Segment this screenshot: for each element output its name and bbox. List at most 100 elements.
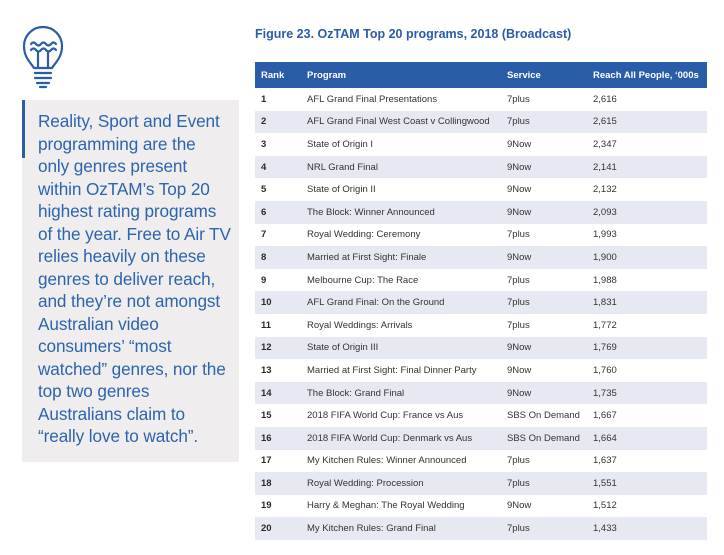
lightbulb-icon (20, 24, 66, 90)
table-row: 1 AFL Grand Final Presentations 7plus 2,616 (255, 88, 707, 111)
reach-cell: 1,664 (593, 426, 707, 450)
reach-cell: 2,615 (593, 110, 707, 134)
service-cell: 9Now (507, 381, 593, 405)
service-cell: SBS On Demand (507, 426, 593, 450)
table-row: 18 Royal Wedding: Procession 7plus 1,551 (255, 472, 707, 495)
program-cell: State of Origin I (307, 138, 374, 150)
reach-cell: 2,132 (593, 184, 617, 196)
program-cell: The Block: Winner Announced (307, 200, 507, 224)
callout-text: Reality, Sport and Event programming are… (38, 111, 231, 446)
rank-cell: 2 (255, 110, 307, 134)
service-cell: 7plus (507, 291, 593, 314)
header-service: Service (507, 62, 593, 88)
rank-cell: 14 (255, 381, 307, 405)
reach-cell: 1,993 (593, 229, 617, 241)
rank-cell: 12 (255, 336, 307, 360)
reach-cell: 2,616 (593, 93, 617, 105)
table-row: 2 AFL Grand Final West Coast v Collingwoo… (255, 110, 707, 134)
rank-cell: 7 (261, 229, 267, 241)
program-cell: Royal Weddings: Arrivals (307, 319, 413, 331)
reach-cell: 1,512 (593, 500, 617, 512)
table-row: 11 Royal Weddings: Arrivals 7plus 1,772 (255, 314, 707, 337)
service-cell: 7plus (507, 110, 593, 134)
table-row: 14 The Block: Grand Final 9Now 1,735 (255, 381, 707, 405)
program-cell: Royal Wedding: Ceremony (307, 229, 421, 241)
table-row: 9 Melbourne Cup: The Race 7plus 1,988 (255, 269, 707, 292)
reach-cell: 1,637 (593, 455, 617, 467)
rank-cell: 15 (261, 410, 272, 422)
service-cell: 7plus (507, 229, 530, 241)
service-cell: 9Now (507, 246, 593, 269)
header-program: Program (307, 62, 507, 88)
programs-table: Rank Program Service Reach All People, ‘… (255, 62, 707, 540)
reach-cell: 2,141 (593, 155, 707, 179)
service-cell: 9Now (507, 200, 593, 224)
rank-cell: 10 (255, 291, 307, 314)
table-row: 19 Harry & Meghan: The Royal Wedding 9Now 1… (255, 495, 707, 518)
program-cell: My Kitchen Rules: Winner Announced (307, 455, 467, 467)
reach-cell: 1,831 (593, 291, 707, 314)
service-cell: 9Now (507, 500, 532, 512)
header-reach: Reach All People, ‘000s (593, 62, 707, 88)
service-cell: 7plus (507, 455, 530, 467)
service-cell: 7plus (507, 472, 593, 495)
callout-box: Reality, Sport and Event programming are… (22, 100, 239, 462)
rank-cell: 11 (261, 319, 272, 331)
program-cell: Melbourne Cup: The Race (307, 274, 419, 286)
service-cell: 7plus (507, 517, 593, 540)
reach-cell: 2,093 (593, 200, 707, 224)
table-header-row: Rank Program Service Reach All People, ‘… (255, 62, 707, 88)
rank-cell: 9 (261, 274, 267, 286)
reach-cell: 1,772 (593, 319, 617, 331)
program-cell: State of Origin III (307, 336, 507, 360)
rank-cell: 17 (261, 455, 272, 467)
service-cell: SBS On Demand (507, 410, 580, 422)
program-cell: My Kitchen Rules: Grand Final (307, 517, 507, 540)
program-cell: 2018 FIFA World Cup: France vs Aus (307, 410, 464, 422)
program-cell: Harry & Meghan: The Royal Wedding (307, 500, 465, 512)
table-row: 16 2018 FIFA World Cup: Denmark vs Aus SBS… (255, 426, 707, 450)
program-cell: Married at First Sight: Final Dinner Par… (307, 364, 477, 376)
reach-cell: 1,769 (593, 336, 707, 360)
program-cell: State of Origin II (307, 184, 376, 196)
program-cell: Married at First Sight: Finale (307, 246, 507, 269)
rank-cell: 6 (255, 200, 307, 224)
service-cell: 7plus (507, 319, 530, 331)
reach-cell: 1,988 (593, 274, 617, 286)
rank-cell: 5 (261, 184, 267, 196)
table-body: 1 AFL Grand Final Presentations 7plus 2,616… (255, 88, 707, 540)
rank-cell: 1 (261, 93, 267, 105)
table-row: 15 2018 FIFA World Cup: France vs Aus SBS … (255, 404, 707, 427)
table-row: 5 State of Origin II 9Now 2,132 (255, 178, 707, 201)
program-cell: NRL Grand Final (307, 155, 507, 179)
reach-cell: 2,347 (593, 138, 617, 150)
table-row: 4 NRL Grand Final 9Now 2,141 (255, 155, 707, 179)
table-row: 17 My Kitchen Rules: Winner Announced 7plu… (255, 450, 707, 473)
figure-title: Figure 23. OzTAM Top 20 programs, 2018 (… (255, 27, 572, 41)
rank-cell: 18 (255, 472, 307, 495)
table-row: 3 State of Origin I 9Now 2,347 (255, 133, 707, 156)
service-cell: 7plus (507, 274, 530, 286)
reach-cell: 1,551 (593, 472, 707, 495)
service-cell: 9Now (507, 184, 532, 196)
header-rank: Rank (255, 62, 307, 88)
rank-cell: 13 (261, 364, 272, 376)
reach-cell: 1,760 (593, 364, 617, 376)
table-row: 6 The Block: Winner Announced 9Now 2,093 (255, 200, 707, 224)
reach-cell: 1,900 (593, 246, 707, 269)
rank-cell: 16 (255, 426, 307, 450)
program-cell: 2018 FIFA World Cup: Denmark vs Aus (307, 426, 507, 450)
table-row: 20 My Kitchen Rules: Grand Final 7plus 1,43… (255, 517, 707, 540)
table-row: 10 AFL Grand Final: On the Ground 7plus 1,8… (255, 291, 707, 314)
service-cell: 9Now (507, 336, 593, 360)
reach-cell: 1,735 (593, 381, 707, 405)
program-cell: Royal Wedding: Procession (307, 472, 507, 495)
rank-cell: 19 (261, 500, 272, 512)
program-cell: AFL Grand Final Presentations (307, 93, 438, 105)
program-cell: AFL Grand Final: On the Ground (307, 291, 507, 314)
rank-cell: 8 (255, 246, 307, 269)
service-cell: 9Now (507, 155, 593, 179)
rank-cell: 20 (255, 517, 307, 540)
service-cell: 7plus (507, 93, 530, 105)
rank-cell: 3 (261, 138, 267, 150)
